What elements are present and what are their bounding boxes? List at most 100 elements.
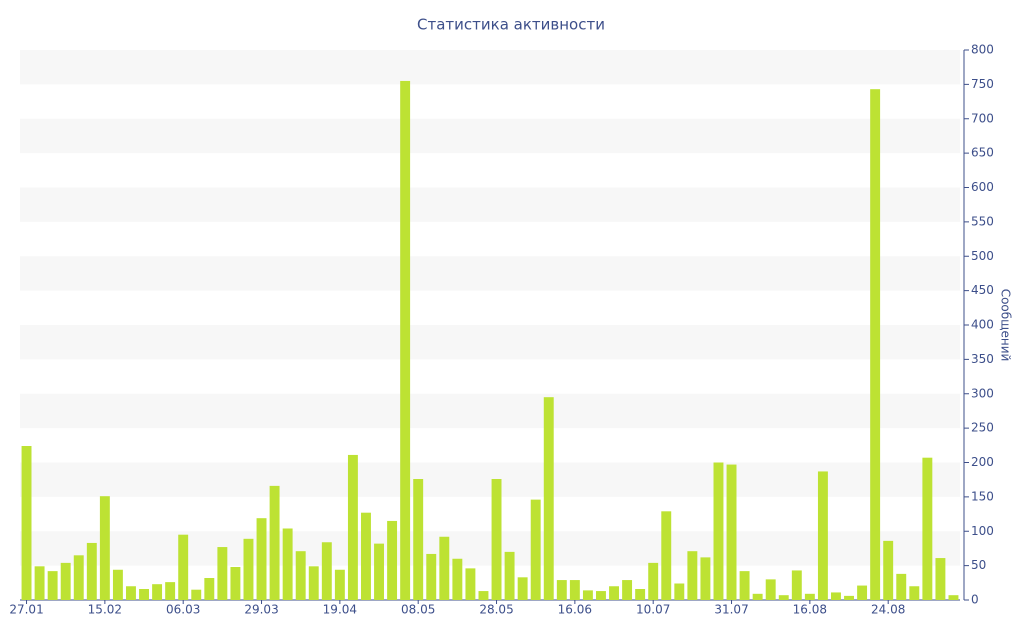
bar [34, 566, 45, 600]
grid-band [20, 462, 960, 497]
bar [922, 457, 933, 600]
bar [243, 538, 254, 600]
bar [517, 577, 528, 600]
bar [73, 555, 84, 600]
bar [204, 578, 215, 600]
bar [935, 558, 946, 600]
y-tick-label: 0 [971, 593, 979, 607]
bar [844, 595, 854, 600]
bar [99, 496, 110, 600]
bar [126, 586, 136, 600]
grid-band [20, 325, 960, 360]
bar [60, 562, 71, 600]
bar [347, 454, 358, 600]
bar [622, 580, 633, 600]
bar [217, 547, 228, 600]
bar [504, 551, 515, 600]
bar [21, 446, 32, 600]
y-tick-label: 400 [971, 318, 994, 332]
bar [178, 534, 189, 600]
bar [269, 485, 280, 600]
bar [308, 566, 319, 600]
y-tick-label: 250 [971, 421, 994, 435]
bar [674, 583, 685, 600]
bar [635, 589, 646, 600]
y-axis-label: Сообщений [999, 289, 1013, 362]
bar [452, 558, 463, 600]
y-tick-label: 200 [971, 455, 994, 469]
x-tick-label: 16.06 [558, 603, 592, 617]
x-tick-label: 28.05 [479, 603, 513, 617]
bar [948, 595, 959, 600]
bar [739, 571, 750, 600]
bar [896, 573, 907, 600]
bar [374, 543, 384, 600]
bar [831, 592, 841, 600]
bar [804, 593, 815, 600]
x-tick-label: 08.05 [401, 603, 435, 617]
bar [387, 520, 398, 600]
y-tick-label: 600 [971, 180, 994, 194]
bar [295, 551, 306, 600]
bar [426, 553, 437, 600]
y-tick-label: 150 [971, 489, 994, 503]
bar [491, 479, 502, 600]
bar [582, 590, 593, 600]
bar [543, 397, 554, 600]
plot-background [20, 50, 960, 566]
x-tick-label: 10.07 [636, 603, 670, 617]
x-tick-label: 27.01 [9, 603, 43, 617]
grid-band [20, 118, 960, 154]
grid-band [20, 531, 960, 566]
bar [817, 471, 828, 600]
bar [112, 569, 123, 600]
bar [230, 567, 241, 600]
bar [791, 570, 802, 600]
grid-band [20, 256, 960, 291]
grid-band [20, 393, 960, 429]
bar [857, 585, 868, 600]
bar [139, 589, 149, 600]
bar [883, 540, 894, 600]
bar [165, 582, 176, 600]
x-tick-label: 19.04 [323, 603, 357, 617]
y-tick-label: 50 [971, 558, 986, 572]
bar [870, 89, 881, 600]
bar [282, 528, 293, 600]
bar [726, 464, 737, 600]
bar [569, 580, 580, 600]
y-tick-label: 350 [971, 352, 994, 366]
y-tick-label: 500 [971, 249, 994, 263]
bar [530, 499, 541, 600]
x-tick-label: 24.08 [871, 603, 905, 617]
bar [465, 568, 476, 600]
y-tick-label: 300 [971, 386, 994, 400]
bar [334, 569, 345, 600]
x-tick-label: 06.03 [166, 603, 200, 617]
grid-band [20, 50, 960, 85]
y-tick-label: 700 [971, 111, 994, 125]
bar [191, 589, 202, 600]
bar [152, 584, 163, 600]
bar [752, 593, 763, 600]
y-tick-label: 450 [971, 283, 994, 297]
bar [47, 571, 58, 600]
bar [413, 479, 424, 600]
x-tick-label: 31.07 [714, 603, 748, 617]
y-tick-label: 650 [971, 146, 994, 160]
chart-title: Статистика активности [417, 16, 605, 34]
bar [556, 580, 567, 600]
bar [478, 591, 489, 600]
bar [400, 80, 411, 600]
bar [765, 579, 776, 600]
bar [713, 462, 724, 600]
x-tick-label: 16.08 [793, 603, 827, 617]
bar [596, 591, 606, 600]
grid-band [20, 187, 960, 222]
bar [321, 542, 332, 600]
y-tick-label: 550 [971, 214, 994, 228]
bar [687, 551, 698, 600]
bar [609, 586, 619, 600]
bar [86, 542, 97, 600]
